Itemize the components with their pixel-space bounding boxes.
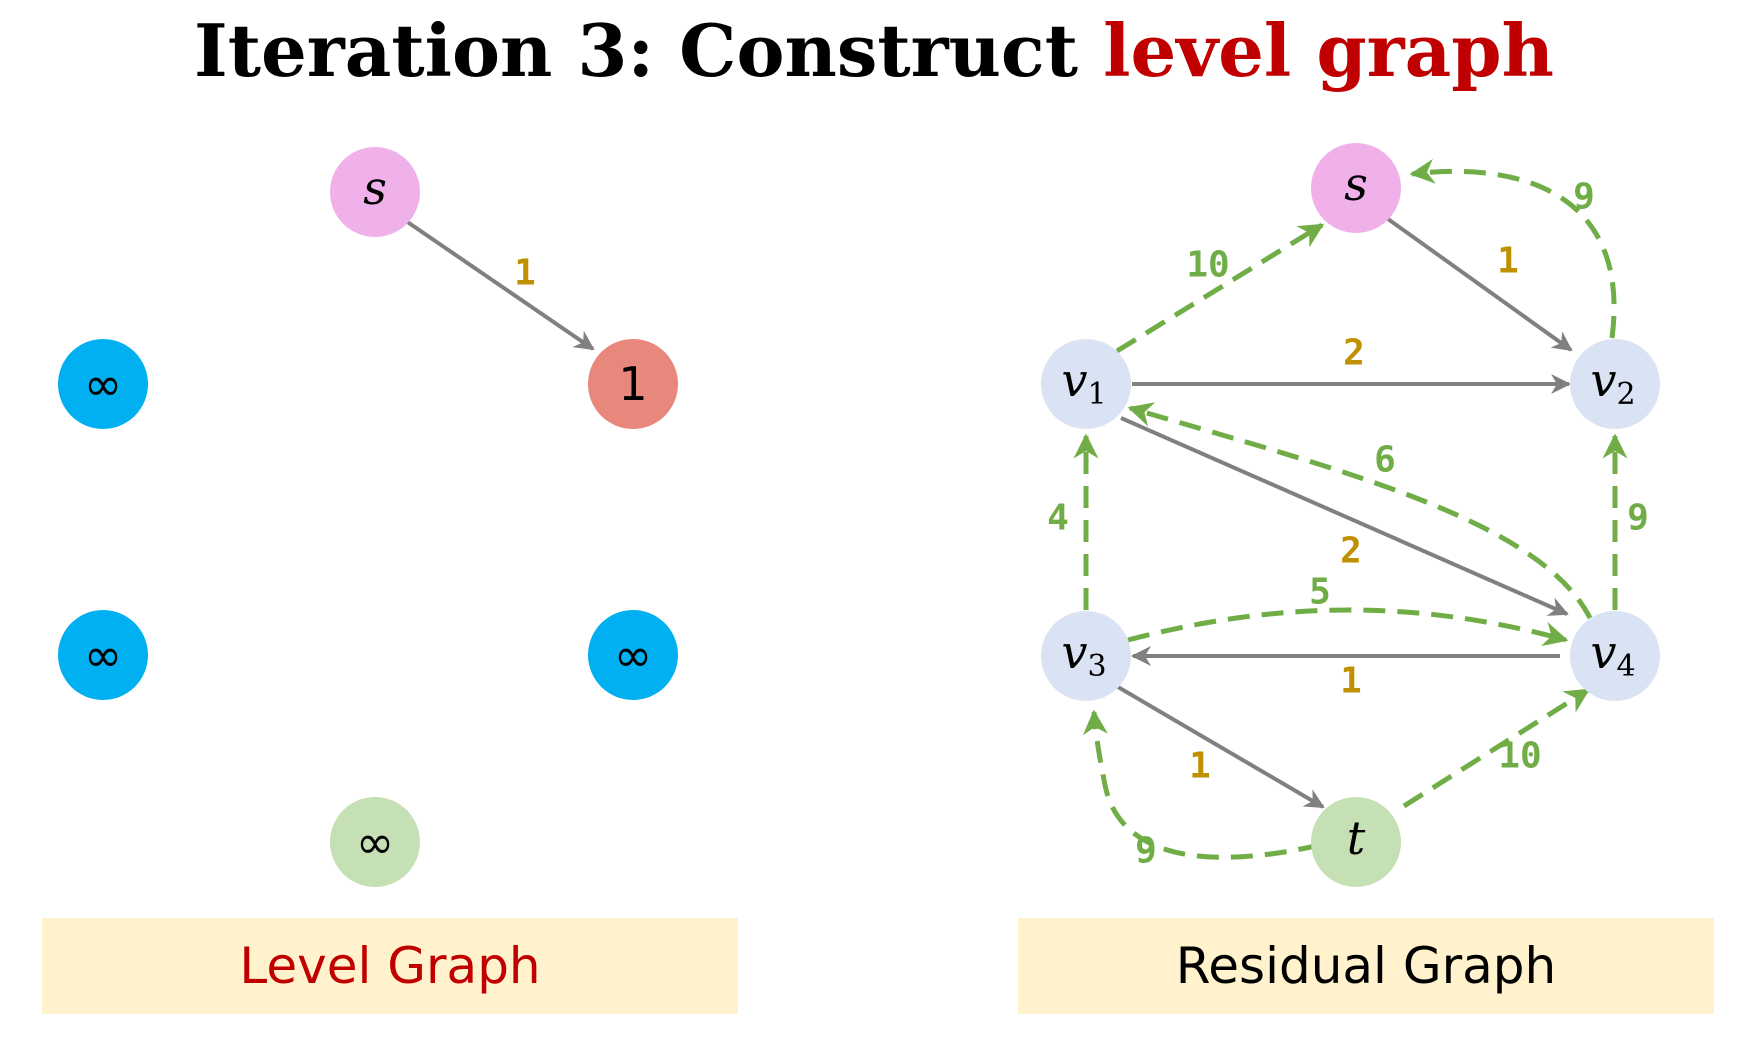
residual-node-v3: v3 [1041,611,1131,701]
residual-node-v1-label: v [1061,353,1087,407]
residual-edge-label-t-v4: 10 [1498,736,1541,777]
residual-node-s: s [1311,143,1401,233]
level-node-v4: ∞ [588,610,678,700]
residual-edge-label-v1-s: 10 [1186,245,1229,286]
residual-edge-label-v2-s: 9 [1573,177,1595,218]
residual-edge-t-v4 [1402,687,1591,809]
residual-graph-caption: Residual Graph [1018,918,1714,1014]
svg-text:s: s [1344,157,1368,211]
residual-edge-label-v3-v4: 5 [1309,572,1331,613]
residual-node-v2-label: v [1590,353,1616,407]
svg-text:v1: v1 [1061,353,1106,412]
residual-edge-label-v4-v1: 6 [1374,440,1396,481]
residual-node-t-label: t [1347,811,1366,865]
residual-edge-t-v3 [1082,709,1321,860]
residual-node-v4-label: v [1590,625,1616,679]
residual-edge-label-v3-v1: 4 [1047,498,1069,539]
level-node-s: s [330,147,420,237]
residual-graph: 1 2 2 1 1 10 9 6 4 9 5 10 9 s v1 v2 v3 [1041,143,1660,887]
residual-node-v2: v2 [1570,339,1660,429]
level-edge-label-s-v2: 1 [514,253,536,294]
page-title: Iteration 3: Construct level graph [0,8,1748,93]
level-node-v4-label: ∞ [614,628,652,682]
level-graph-caption: Level Graph [42,918,738,1014]
level-edge-s-v2 [404,219,595,351]
residual-edge-v2-s [1409,158,1617,339]
residual-node-v3-label: v [1061,625,1087,679]
residual-edge-v1-s [1115,222,1325,354]
level-graph: 1 s ∞ 1 ∞ ∞ ∞ [58,147,678,887]
residual-node-v1-sub: 1 [1087,377,1106,412]
residual-node-s-label: s [1344,157,1368,211]
level-node-t: ∞ [330,797,420,887]
residual-edge-v3-t [1116,685,1325,809]
title-prefix: Iteration 3: Construct [194,8,1079,93]
residual-edge-label-v1-v2: 2 [1343,333,1365,374]
residual-edge-v1-v4 [1120,416,1569,616]
residual-edge-label-v3-t: 1 [1189,746,1211,787]
residual-node-t: t [1311,797,1401,887]
residual-edge-label-v4-v3: 1 [1340,661,1362,702]
residual-edge-label-v4-v2: 9 [1627,498,1649,539]
residual-edge-label-s-v2: 1 [1497,241,1519,282]
residual-node-v3-sub: 3 [1087,649,1106,684]
svg-text:v3: v3 [1061,625,1106,684]
residual-node-v4: v4 [1570,611,1660,701]
level-node-t-label: ∞ [356,815,394,869]
level-node-v3: ∞ [58,610,148,700]
level-node-v1-label: ∞ [84,357,122,411]
svg-text:v2: v2 [1590,353,1635,412]
title-highlight: level graph [1103,8,1554,93]
residual-edge-v4-v1 [1127,402,1593,620]
level-node-s-label: s [363,161,387,215]
residual-edge-label-t-v3: 9 [1135,831,1157,872]
level-node-v1: ∞ [58,339,148,429]
level-node-v2: 1 [588,339,678,429]
level-node-v2-label: 1 [618,357,647,411]
residual-node-v1: v1 [1041,339,1131,429]
residual-edge-s-v2 [1386,217,1573,352]
residual-node-v2-sub: 2 [1616,377,1635,412]
residual-node-v4-sub: 4 [1616,649,1635,684]
residual-edge-v3-v4 [1127,607,1569,647]
level-node-v3-label: ∞ [84,628,122,682]
svg-text:v4: v4 [1590,625,1635,684]
svg-text:t: t [1347,811,1366,865]
residual-edge-label-v1-v4: 2 [1340,531,1362,572]
